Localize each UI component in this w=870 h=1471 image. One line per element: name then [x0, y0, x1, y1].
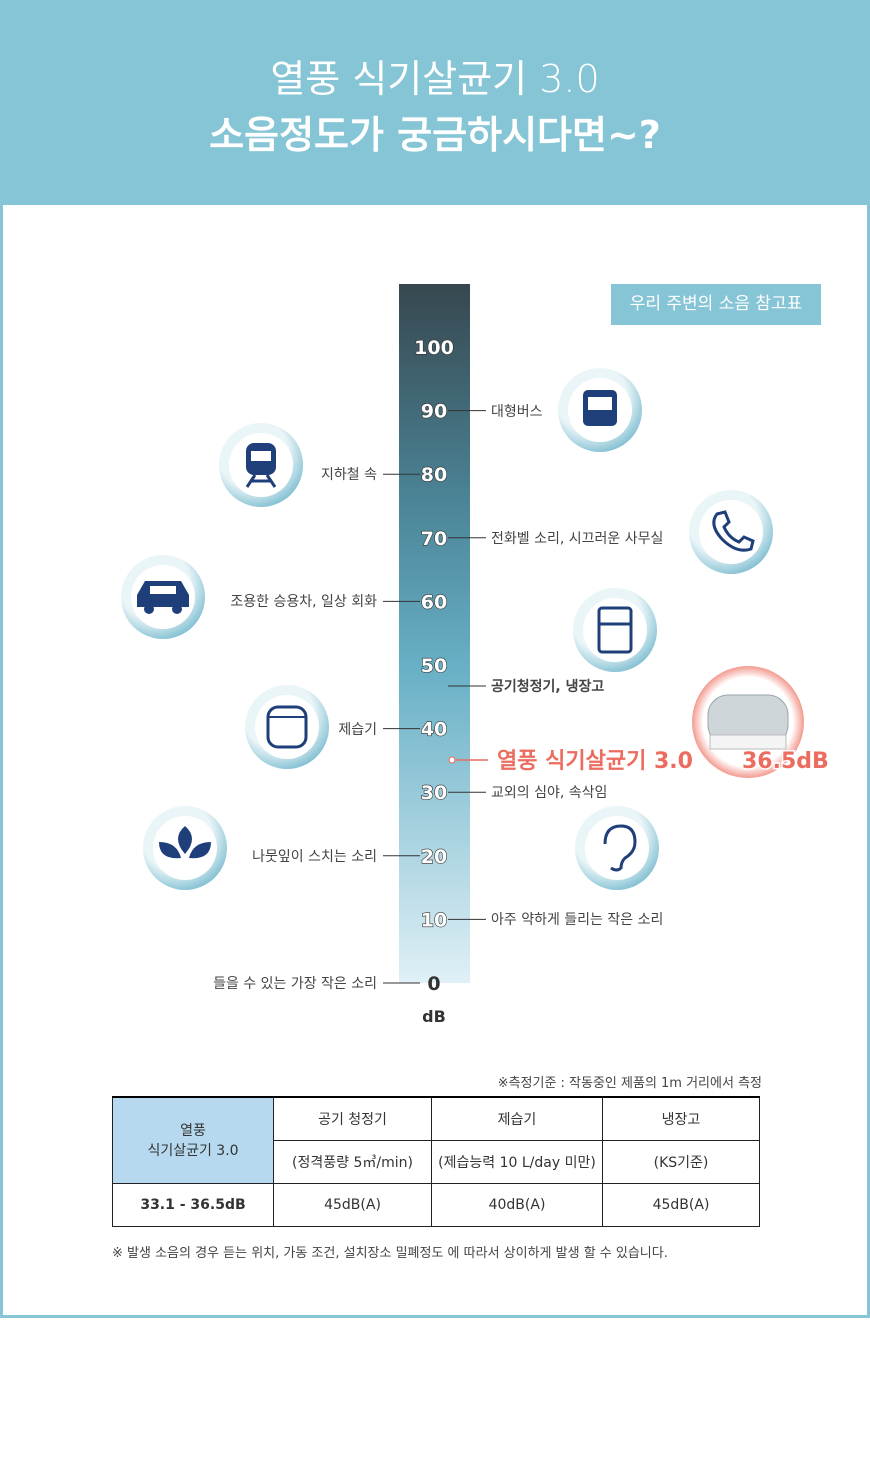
icon-bus [558, 368, 642, 452]
table-cell: (정격풍량 5㎥/min) [273, 1140, 432, 1184]
table-cell: 45dB(A) [273, 1183, 432, 1227]
icon-car [121, 555, 205, 639]
reference-label: 전화벨 소리, 시끄러운 사무실 [491, 530, 664, 547]
icon-face [699, 500, 763, 564]
reference-label: 공기청정기, 냉장고 [491, 679, 605, 695]
table-cell: (KS기준) [602, 1140, 760, 1184]
scale-tick-label: 0 [427, 973, 440, 995]
reference-label: 조용한 승용차, 일상 회화 [230, 594, 377, 611]
scale-tick-label: 10 [421, 909, 447, 931]
scale-tick-label: 20 [421, 846, 447, 868]
table-cell: 공기 청정기 [273, 1096, 432, 1141]
icon-glyph [597, 606, 633, 654]
icon-glyph [172, 604, 182, 614]
icon-glyph [189, 842, 211, 859]
table-cell: 45dB(A) [602, 1183, 760, 1227]
icon-glyph [245, 474, 277, 488]
table-cell: 제습기 [431, 1096, 603, 1141]
icon-glyph [266, 705, 308, 749]
product-level: 36.5dB [742, 749, 829, 774]
reference-label: 아주 약하게 들리는 작은 소리 [491, 912, 664, 929]
product-base [709, 734, 787, 750]
icon-glyph [588, 397, 612, 410]
title-line2: 소음정도가 궁금하시다면~? [209, 113, 661, 157]
table-cell: (제습능력 10 L/day 미만) [431, 1140, 603, 1184]
reference-label: 나뭇잎이 스치는 소리 [252, 848, 377, 865]
icon-dehum [245, 685, 329, 769]
icon-face [255, 695, 319, 759]
footnote: ※ 발생 소음의 경우 듣는 위치, 가동 조건, 설치장소 밀폐정도 에 따라… [112, 1246, 668, 1261]
icon-fridge [573, 588, 657, 672]
scale-tick-label: 80 [421, 464, 447, 486]
scale-tick-label: 40 [421, 719, 447, 741]
icon-train [219, 423, 303, 507]
scale-tick-label: 90 [421, 401, 447, 423]
scale-bar [399, 284, 470, 983]
icon-glyph [150, 586, 176, 594]
reference-label: 교외의 심야, 속삭임 [491, 785, 608, 802]
icon-glyph [144, 604, 154, 614]
icon-phone [689, 490, 773, 574]
comparison-table: 열풍 식기살균기 3.0 공기 청정기 제습기 냉장고 (정격풍량 5㎥/min… [112, 1096, 760, 1227]
scale-tick-label: 70 [421, 528, 447, 550]
reference-label: 들을 수 있는 가장 작은 소리 [213, 976, 377, 992]
content-box [0, 203, 870, 1318]
legend-title: 우리 주변의 소음 참고표 [611, 284, 821, 325]
product-name: 열풍 식기살균기 3.0 [497, 749, 693, 774]
reference-label: 대형버스 [491, 403, 543, 420]
table-cell: 냉장고 [602, 1096, 760, 1141]
scale-tick-label: 50 [421, 655, 447, 677]
reference-label: 지하철 속 [321, 467, 377, 484]
table-cell: 열풍 식기살균기 3.0 [112, 1096, 274, 1184]
icon-glyph [251, 451, 271, 461]
table-cell: 33.1 - 36.5dB [112, 1183, 274, 1227]
scale-unit: dB [422, 1007, 446, 1026]
table-note: ※측정기준 : 작동중인 제품의 1m 거리에서 측정 [497, 1076, 762, 1091]
icon-leaf [143, 806, 227, 890]
scale-tick-label: 100 [414, 337, 454, 359]
scale-tick-label: 30 [421, 782, 447, 804]
reference-label: 제습기 [338, 721, 377, 738]
title-line1: 열풍 식기살균기 3.0 [270, 57, 600, 101]
product-dot [448, 756, 456, 764]
icon-ear [575, 806, 659, 890]
icon-glyph [603, 824, 637, 872]
icon-glyph [159, 842, 181, 859]
header: 열풍 식기살균기 3.0 소음정도가 궁금하시다면~? [0, 0, 870, 205]
table-cell: 40dB(A) [431, 1183, 603, 1227]
icon-glyph [178, 826, 192, 854]
icon-glyph [712, 510, 755, 552]
scale-tick-label: 60 [421, 591, 447, 613]
